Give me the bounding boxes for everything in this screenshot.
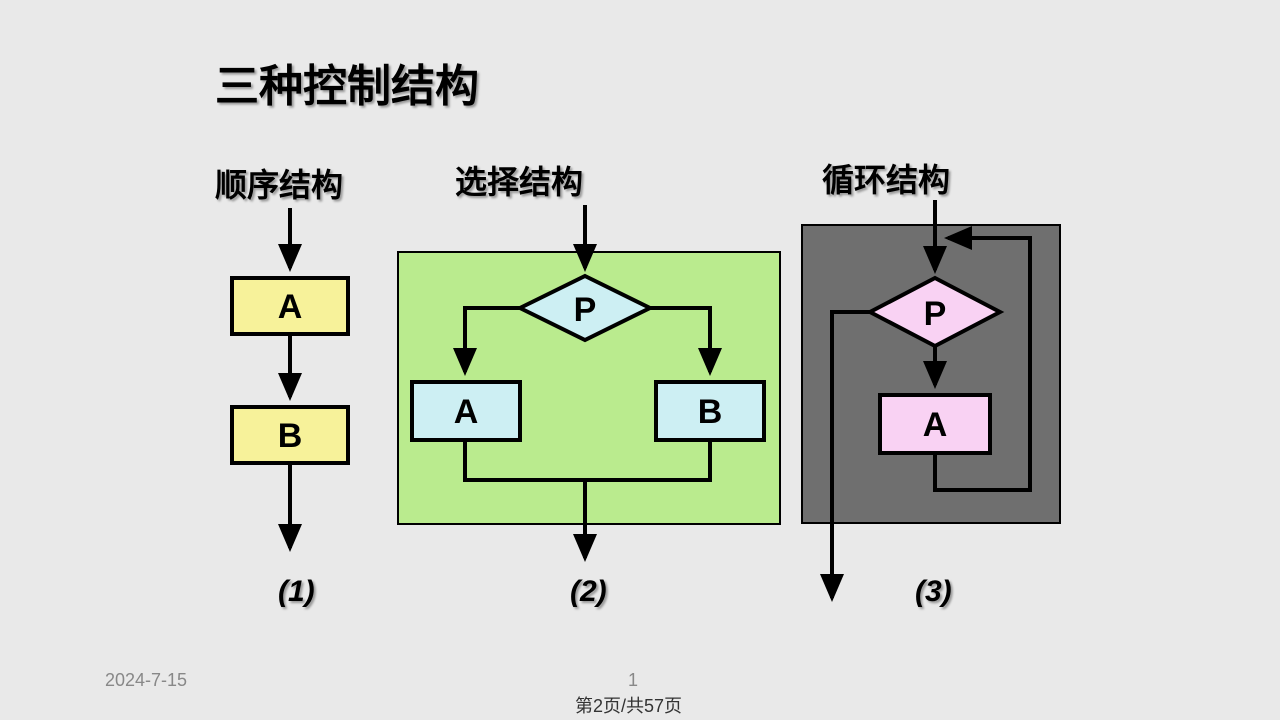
loop-diagram: P A	[802, 200, 1060, 598]
seq-boxB-label: B	[278, 417, 303, 455]
sel-boxB-label: B	[698, 393, 723, 431]
seq-boxA-label: A	[278, 288, 303, 326]
seq-diagram: A B	[232, 208, 348, 548]
sel-diagram: P A B	[398, 205, 780, 558]
sel-boxA-label: A	[454, 393, 479, 431]
loop-diamond-label: P	[924, 295, 947, 333]
loop-boxA-label: A	[923, 406, 948, 444]
sel-diamond-label: P	[574, 291, 597, 329]
diagram-svg: A B P A B	[0, 0, 1280, 720]
